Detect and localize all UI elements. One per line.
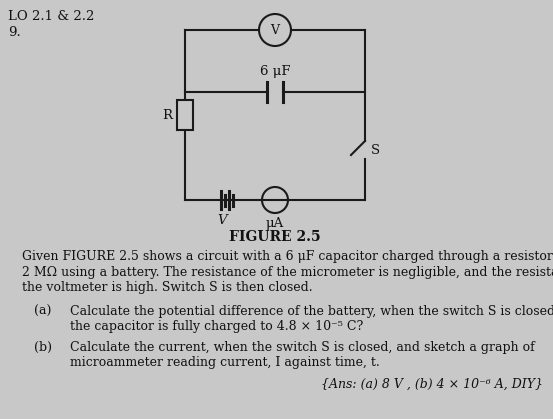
Text: the capacitor is fully charged to 4.8 × 10⁻⁵ C?: the capacitor is fully charged to 4.8 × … — [70, 320, 363, 333]
Text: μA: μA — [266, 217, 284, 230]
Text: Calculate the current, when the switch S is closed, and sketch a graph of: Calculate the current, when the switch S… — [70, 341, 535, 354]
Text: 2 MΩ using a battery. The resistance of the micrometer is negligible, and the re: 2 MΩ using a battery. The resistance of … — [22, 266, 553, 279]
Text: V: V — [217, 214, 227, 227]
Text: R: R — [162, 109, 172, 122]
Text: (a): (a) — [34, 305, 51, 318]
FancyBboxPatch shape — [177, 100, 193, 130]
Text: {Ans: (a) 8 V , (b) 4 × 10⁻⁶ A, DIY}: {Ans: (a) 8 V , (b) 4 × 10⁻⁶ A, DIY} — [321, 378, 543, 391]
Text: V: V — [270, 23, 279, 36]
Text: 6 μF: 6 μF — [260, 65, 290, 78]
Text: (b): (b) — [34, 341, 52, 354]
Text: Given FIGURE 2.5 shows a circuit with a 6 μF capacitor charged through a resisto: Given FIGURE 2.5 shows a circuit with a … — [22, 250, 553, 263]
Text: 9.: 9. — [8, 26, 21, 39]
Text: S: S — [371, 143, 380, 157]
Text: the voltmeter is high. Switch S is then closed.: the voltmeter is high. Switch S is then … — [22, 281, 312, 294]
Text: Calculate the potential difference of the battery, when the switch S is closed, : Calculate the potential difference of th… — [70, 305, 553, 318]
Text: FIGURE 2.5: FIGURE 2.5 — [229, 230, 321, 244]
Text: LO 2.1 & 2.2: LO 2.1 & 2.2 — [8, 10, 95, 23]
Text: microammeter reading current, I against time, t.: microammeter reading current, I against … — [70, 356, 380, 369]
